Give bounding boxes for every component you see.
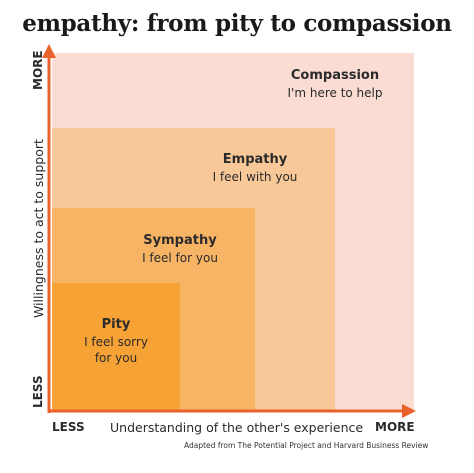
pity-label: Pity I feel sorry for you (54, 316, 178, 366)
x-axis-arrowhead (402, 404, 416, 418)
pity-phrase-line2: for you (94, 350, 138, 365)
x-axis-title: Understanding of the other's experience (110, 420, 364, 435)
source-credit: Adapted from The Potential Project and H… (184, 441, 429, 450)
y-axis-less-label: LESS (31, 375, 45, 408)
y-axis-title: Willingness to act to support (31, 139, 46, 318)
pity-phrase-line1: I feel sorry (84, 334, 148, 349)
compassion-label: Compassion I'm here to help (255, 67, 415, 101)
y-axis-more-label: MORE (31, 50, 45, 90)
x-axis-less-label: LESS (52, 420, 85, 434)
zone-pity (52, 283, 180, 411)
compassion-phrase: I'm here to help (287, 85, 383, 100)
empathy-name: Empathy (222, 152, 288, 167)
y-axis-arrowhead (42, 44, 56, 58)
pity-name: Pity (101, 317, 131, 332)
sympathy-phrase: I feel for you (142, 250, 218, 265)
x-axis-more-label: MORE (375, 420, 415, 434)
sympathy-label: Sympathy I feel for you (100, 232, 260, 266)
empathy-label: Empathy I feel with you (175, 151, 335, 185)
sympathy-name: Sympathy (143, 233, 217, 248)
empathy-phrase: I feel with you (212, 169, 298, 184)
page-title: empathy: from pity to compassion (22, 10, 452, 37)
compassion-name: Compassion (290, 68, 380, 83)
